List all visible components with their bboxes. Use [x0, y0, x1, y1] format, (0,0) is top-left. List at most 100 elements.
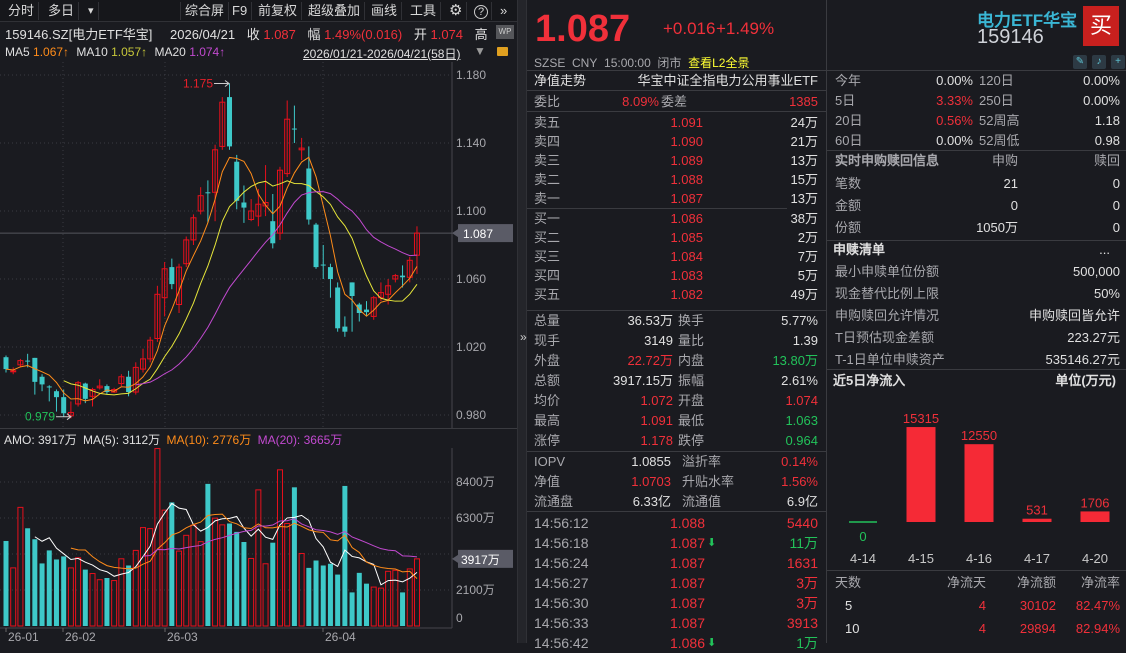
period-label: 今年 — [835, 73, 862, 88]
price-tick-label: 0.980 — [456, 408, 486, 422]
ma10-line — [63, 180, 418, 396]
volume-bar — [377, 587, 384, 627]
trade-price: 1.087 — [669, 555, 705, 571]
stat-value: 3917.15万 — [613, 373, 673, 388]
data-row: 笔数 21 0 — [827, 174, 1126, 194]
candle-body — [234, 161, 240, 201]
bid-level-label: 买三 — [534, 249, 561, 264]
candle-body — [342, 326, 348, 332]
inflow-bar — [1080, 511, 1110, 522]
forward-adjust-button[interactable]: 前复权 — [254, 2, 303, 20]
candle-body — [118, 376, 125, 385]
panel-splitter[interactable]: » — [517, 0, 527, 643]
trade-volume: 3913 — [786, 615, 818, 631]
divider — [827, 570, 1126, 571]
candle-body — [46, 386, 52, 388]
candle-body — [10, 370, 17, 373]
ask-level-label: 卖四 — [534, 134, 561, 149]
ask-price: 1.089 — [670, 153, 703, 168]
tools-button[interactable]: 工具 — [406, 2, 442, 20]
trade-row: 14:56:24 1.087 1631 — [527, 553, 826, 573]
volume-bar — [370, 586, 377, 627]
lock-icon[interactable] — [497, 47, 508, 56]
add-icon[interactable]: + — [1111, 55, 1125, 69]
candle-body — [335, 287, 341, 329]
gear-icon[interactable]: ⚙ — [445, 2, 468, 20]
volume-bar — [298, 552, 305, 627]
trade-price: 1.087 — [669, 575, 705, 591]
f9-button[interactable]: F9 — [228, 2, 253, 20]
stat-value: 2.61% — [781, 373, 818, 388]
sub-label: 份额 — [835, 220, 862, 235]
candle-body — [61, 397, 67, 414]
alert-bell-icon[interactable]: ♪ — [1092, 55, 1106, 69]
volume-bar — [32, 539, 38, 626]
buy-button[interactable]: 买 — [1083, 6, 1119, 46]
candle-body — [176, 266, 183, 306]
super-overlay-button[interactable]: 超级叠加 — [304, 2, 366, 20]
caret-down-icon[interactable]: ▼ — [474, 44, 486, 58]
draw-line-button[interactable]: 画线 — [367, 2, 403, 20]
candle-body — [356, 304, 362, 313]
volume-bar — [212, 517, 219, 627]
date-label: 26-01 — [8, 630, 39, 643]
help-icon[interactable]: ? — [470, 2, 492, 20]
date-range-selector[interactable]: 2026/01/21-2026/04/21(58日) — [303, 47, 461, 61]
open-label: 开 — [413, 27, 427, 42]
flow-days: 10 — [845, 621, 860, 636]
candle-body — [104, 386, 110, 393]
bid-price: 1.082 — [670, 287, 703, 302]
edit-icon[interactable]: ✎ — [1073, 55, 1087, 69]
current-volume-label: 3917万 — [461, 553, 500, 567]
data-row: 现手 3149 量比 1.39 — [527, 331, 826, 351]
flow-head: 天数 — [835, 575, 862, 590]
currency: CNY — [572, 56, 598, 70]
expand-icon[interactable]: » — [500, 3, 508, 18]
expand-arrow-icon[interactable]: » — [520, 330, 527, 344]
volume-bar — [89, 573, 96, 627]
volume-bar — [413, 558, 420, 627]
wp-icon[interactable]: WP — [496, 25, 514, 39]
divider — [827, 369, 1126, 370]
candle-body — [183, 239, 190, 265]
data-row: 流通盘 6.33亿 流通值 6.9亿 — [527, 492, 826, 512]
volume-bar — [255, 489, 262, 627]
list-label: 最小申赎单位份额 — [835, 264, 940, 279]
tab-intraday[interactable]: 分时 — [4, 2, 40, 20]
etf-value: 1.0855 — [631, 454, 671, 469]
dropdown-icon[interactable]: ▾ — [84, 2, 99, 20]
candle-body — [139, 358, 146, 370]
tab-multiday[interactable]: 多日 — [44, 2, 80, 20]
volume-bar — [118, 558, 125, 627]
trade-price: 1.087 — [669, 615, 705, 631]
volume-bar — [126, 565, 132, 626]
data-row: 总量 36.53万 换手 5.77% — [527, 311, 826, 331]
period-return: 0.56% — [936, 113, 973, 128]
volume-bar — [139, 527, 146, 627]
data-row: T-1日单位申赎资产 535146.27元 — [827, 350, 1126, 370]
data-row: IOPV 1.0855 溢折率 0.14% — [527, 452, 826, 472]
trade-time: 14:56:27 — [534, 575, 589, 591]
ma20-label: MA20 — [154, 45, 186, 59]
composite-screen-button[interactable]: 综合屏 — [180, 2, 230, 20]
volume-bar — [291, 487, 297, 626]
data-row: 卖四 1.090 21万 — [527, 132, 826, 152]
volume-bar — [205, 483, 211, 626]
candle-body — [126, 376, 132, 393]
volume-bar — [219, 524, 226, 627]
fund-full-name: 华宝中证全指电力公用事业ETF — [637, 73, 818, 88]
subscribe-value: 21 — [1003, 176, 1018, 191]
volume-tick-label: 0 — [456, 611, 463, 625]
volume-bar — [241, 542, 247, 626]
volume-bar — [270, 542, 276, 626]
volume-chart: 8400万 6300万 2100万 0 3917万 26-01 26-02 26-03 26-0… — [0, 448, 513, 643]
l2-link[interactable]: 查看L2全景 — [688, 56, 750, 70]
period-label: 52周高 — [979, 113, 1020, 128]
high-label: 高 — [474, 27, 488, 42]
volume-bar — [313, 560, 319, 626]
volume-bar — [276, 469, 283, 627]
list-value: 223.27元 — [1067, 330, 1120, 345]
exchange: SZSE — [534, 56, 566, 70]
current-price-tag — [458, 224, 513, 243]
stat-value: 1.39 — [792, 333, 818, 348]
